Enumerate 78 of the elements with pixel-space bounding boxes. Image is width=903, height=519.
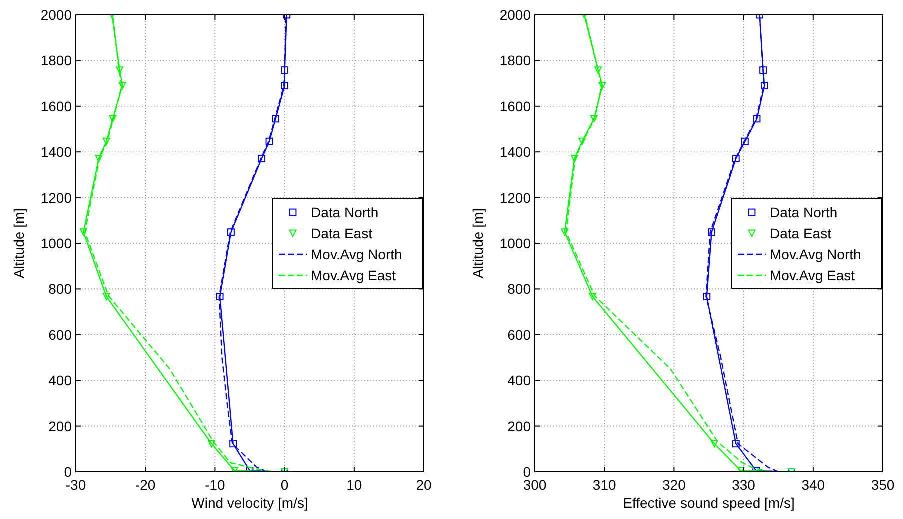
y-tick-label: 400: [508, 372, 532, 389]
x-tick-label: -20: [135, 477, 156, 493]
point: [703, 293, 711, 300]
y-tick-label: 1400: [500, 144, 532, 160]
point: [109, 115, 117, 123]
point: [732, 440, 740, 448]
x-axis-title: Effective sound speed [m/s]: [623, 495, 795, 511]
y-tick-label: 600: [508, 326, 532, 343]
point: [230, 440, 237, 448]
point: [710, 440, 718, 448]
y-tick-label: 1200: [500, 190, 532, 206]
point: [760, 66, 767, 74]
legend-label: Mov.Avg East: [770, 268, 856, 284]
point: [598, 82, 606, 90]
y-tick-label: 1600: [500, 98, 532, 114]
y-axis-title: Altitude [m]: [11, 208, 27, 279]
point: [281, 66, 288, 74]
point: [741, 138, 749, 146]
x-tick-label: -10: [205, 477, 226, 493]
point: [578, 138, 586, 146]
y-tick-label: 2000: [40, 7, 72, 23]
point: [216, 293, 224, 300]
point: [594, 66, 602, 74]
y-tick-label: 1800: [500, 52, 532, 69]
y-tick-label: 400: [48, 372, 72, 389]
y-tick-label: 1800: [40, 52, 72, 69]
x-tick-label: 10: [346, 477, 362, 493]
point: [208, 440, 216, 448]
point: [102, 138, 110, 146]
x-tick-label: 330: [732, 477, 756, 493]
x-tick-label: 310: [592, 477, 616, 493]
y-tick-label: 800: [508, 281, 532, 298]
x-tick-label: 350: [871, 477, 895, 493]
x-tick-label: 340: [802, 477, 826, 493]
x-axis-title: Wind velocity [m/s]: [192, 495, 308, 511]
x-tick-label: 20: [416, 477, 432, 493]
point: [708, 228, 716, 236]
y-axis-title: Altitude [m]: [470, 208, 486, 279]
legend-label: Mov.Avg East: [311, 268, 396, 284]
y-tick-label: 0: [523, 464, 532, 480]
x-tick-label: -30: [66, 477, 86, 493]
point: [118, 82, 126, 90]
y-tick-label: 1000: [40, 236, 72, 252]
y-tick-label: 2000: [500, 7, 532, 23]
y-tick-label: 200: [508, 418, 532, 434]
point: [272, 115, 280, 123]
point: [570, 155, 578, 162]
legend-label: Data East: [770, 226, 832, 242]
y-tick-label: 1200: [40, 190, 72, 206]
point: [589, 293, 596, 300]
legend-label: Data East: [311, 226, 373, 242]
y-tick-label: 800: [48, 281, 72, 298]
legend-label: Mov.Avg North: [311, 246, 402, 262]
x-tick-label: 0: [280, 477, 289, 493]
point: [266, 138, 274, 146]
legend-label: Data North: [311, 204, 379, 220]
point: [753, 115, 761, 123]
point: [281, 82, 288, 90]
point: [590, 115, 598, 123]
point: [102, 293, 110, 300]
legend-label: Data North: [770, 204, 838, 220]
x-tick-label: 320: [662, 477, 686, 493]
y-tick-label: 1400: [40, 144, 72, 160]
point: [561, 228, 569, 236]
y-tick-label: 600: [48, 326, 72, 343]
point: [760, 82, 768, 90]
y-tick-label: 1000: [500, 236, 532, 252]
y-tick-label: 200: [48, 418, 72, 434]
legend-label: Mov.Avg North: [770, 246, 862, 262]
point: [95, 155, 103, 162]
point: [228, 228, 235, 236]
point: [116, 66, 124, 74]
point: [258, 155, 266, 162]
y-tick-label: 0: [64, 464, 72, 480]
y-tick-label: 1600: [40, 98, 72, 114]
point: [80, 228, 88, 236]
point: [732, 155, 740, 162]
x-tick-label: 300: [523, 477, 547, 493]
